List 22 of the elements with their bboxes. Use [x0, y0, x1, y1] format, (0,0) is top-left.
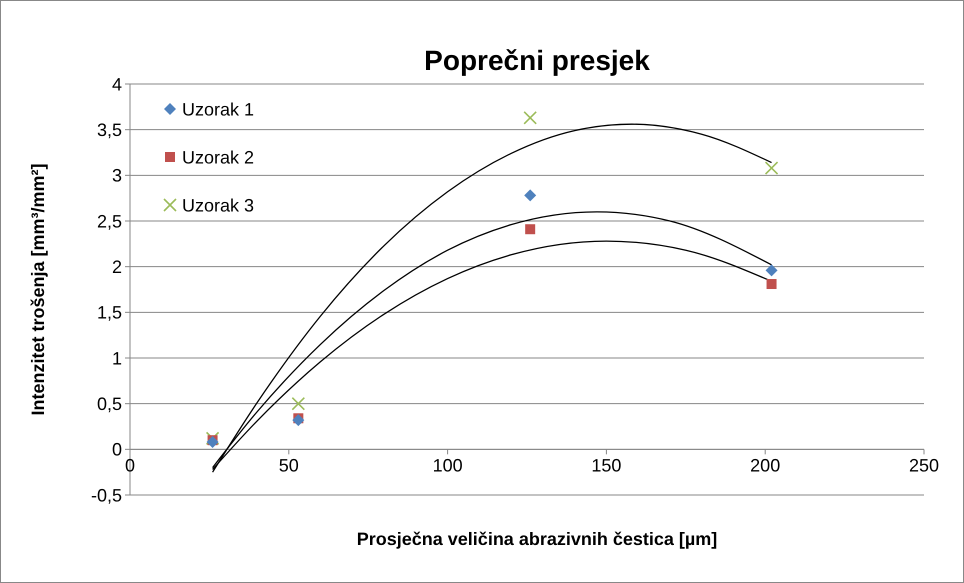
x-tick-label: 200	[750, 455, 780, 476]
y-tick-label: 0,5	[96, 394, 122, 414]
x-tick-label: 0	[124, 455, 136, 476]
y-tick-label: 3	[112, 166, 122, 186]
x-tick-label: 150	[591, 455, 622, 476]
y-axis-title: Intenzitet trošenja [mm³/mm²]	[28, 163, 48, 416]
y-tick-label: 2	[112, 256, 122, 277]
y-tick-label: 1	[112, 348, 122, 368]
y-tick-label: 3,5	[96, 120, 122, 140]
y-tick-label: -0,5	[90, 485, 122, 506]
chart-title: Poprečni presjek	[424, 45, 650, 76]
y-tick-label: 0	[112, 440, 122, 460]
x-axis-title: Prosječna veličina abrazivnih čestica [µm]	[356, 529, 718, 549]
y-tick-label: 2,5	[96, 211, 122, 232]
x-tick-label: 50	[278, 455, 299, 476]
x-tick-label: 250	[908, 455, 940, 476]
y-tick-label: 4	[112, 74, 122, 94]
legend-label: Uzorak 2	[182, 147, 254, 168]
legend-label: Uzorak 1	[182, 99, 254, 120]
x-tick-label: 100	[432, 455, 463, 476]
legend-label: Uzorak 3	[182, 195, 254, 216]
y-tick-label: 1,5	[96, 302, 122, 323]
